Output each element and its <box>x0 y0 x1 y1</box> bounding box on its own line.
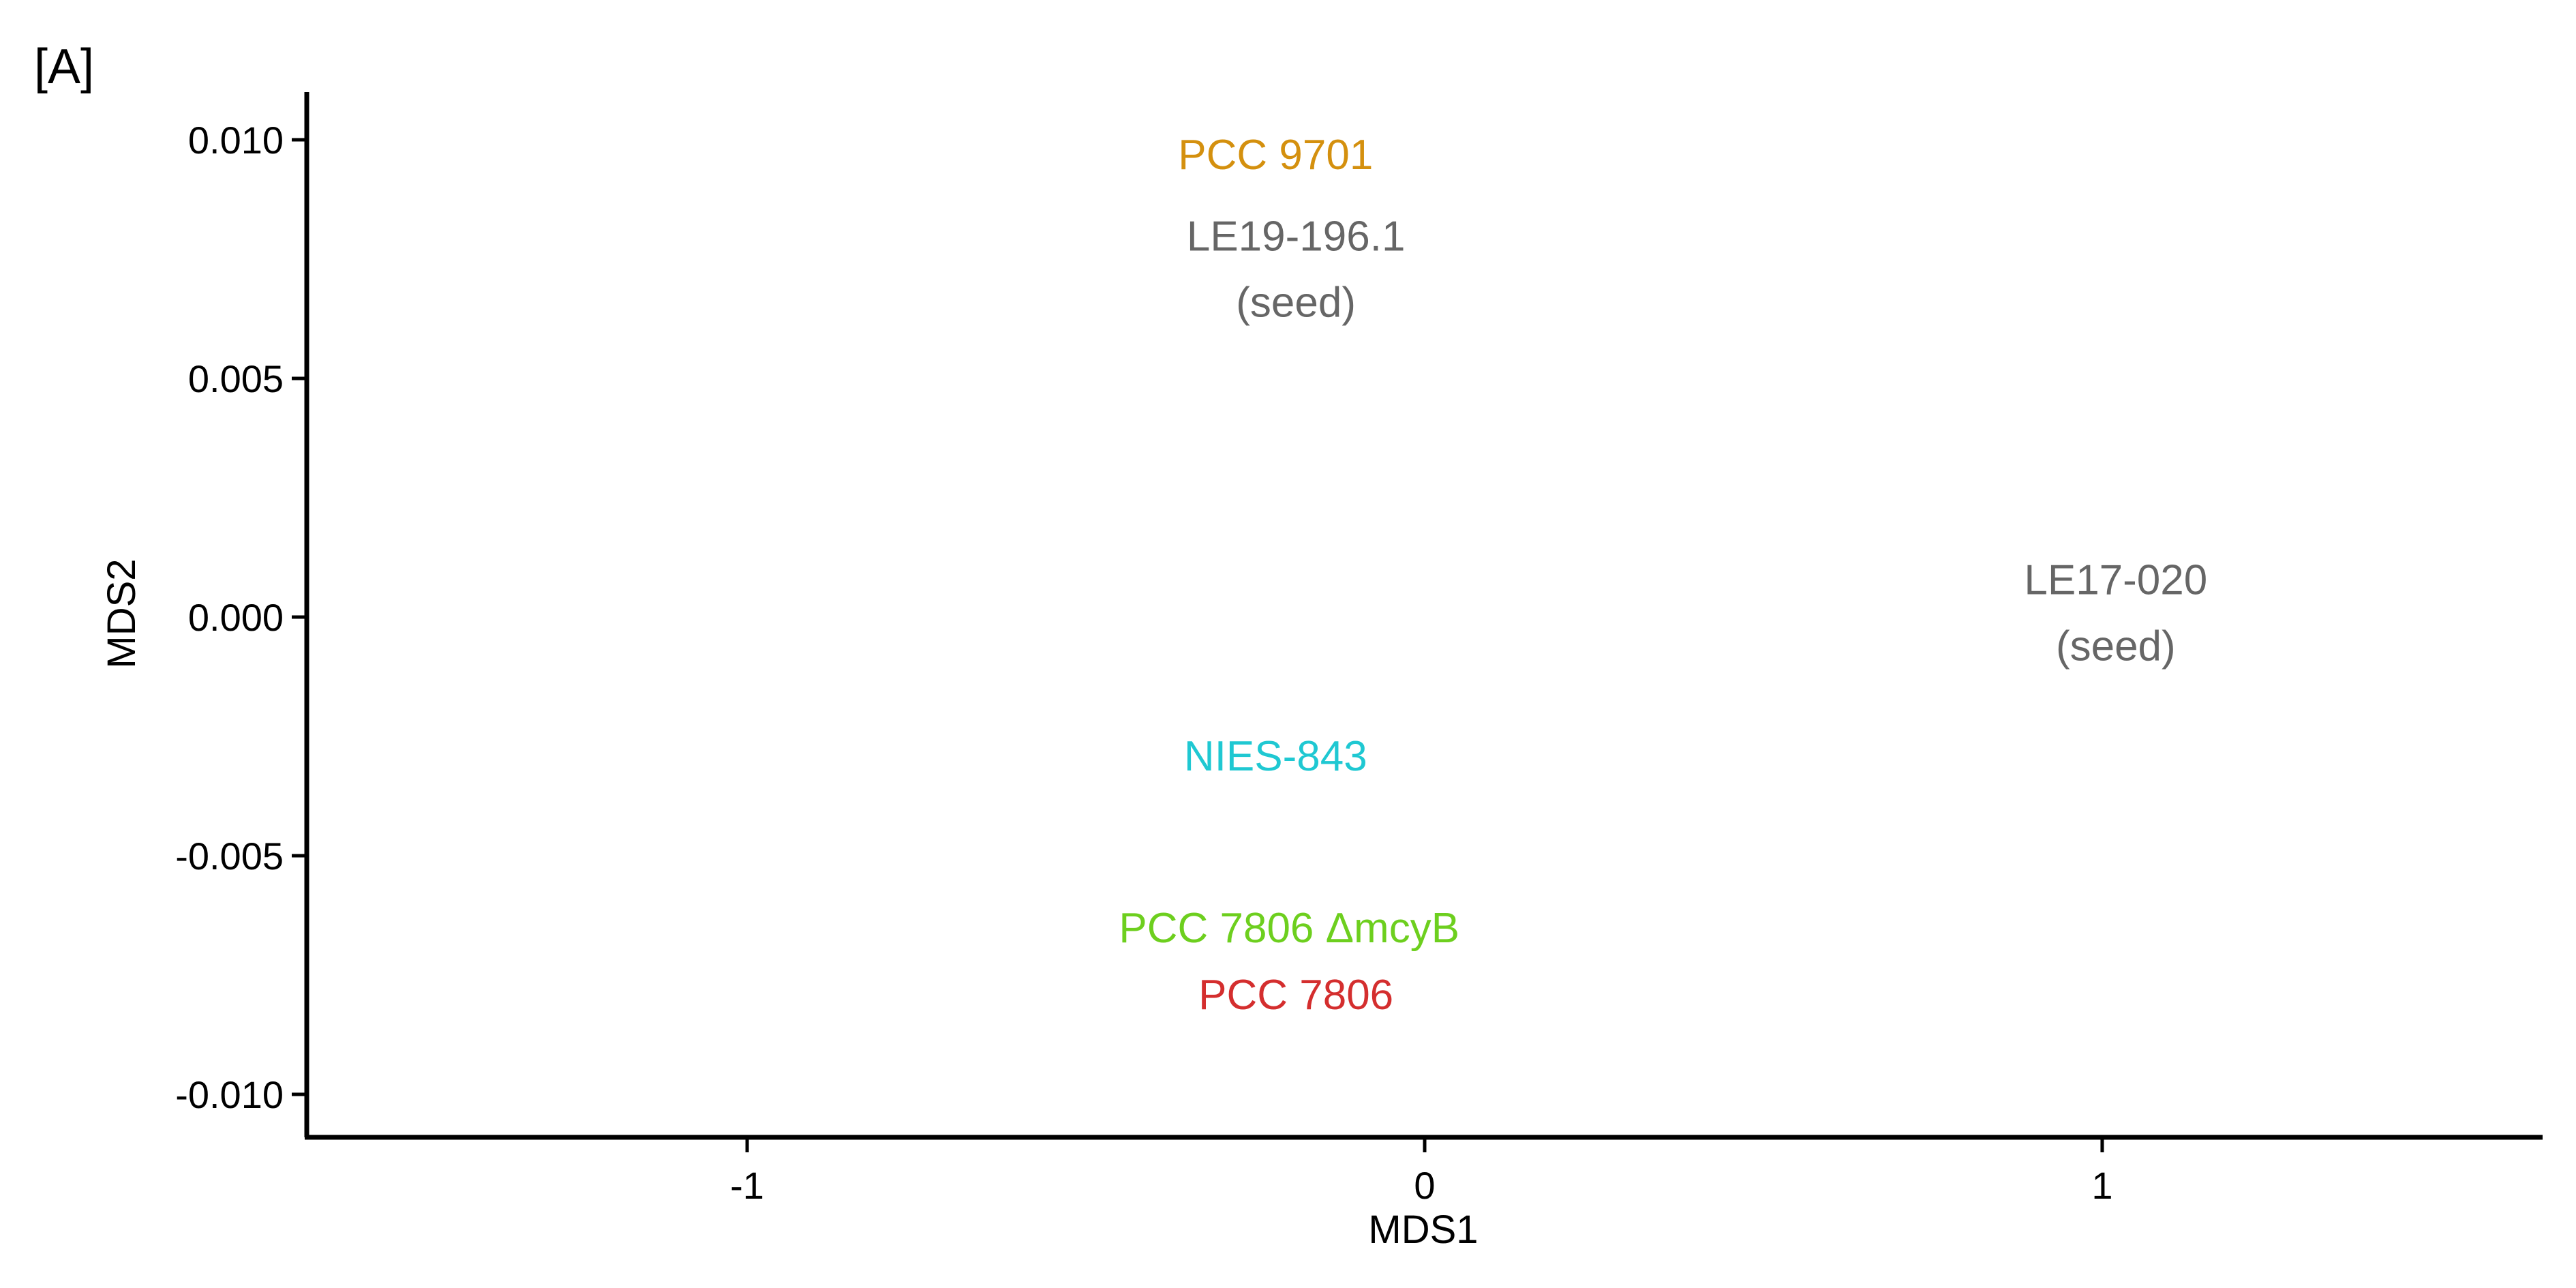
point-label-line: LE19-196.1 <box>1187 213 1406 260</box>
point-label: PCC 9701 <box>1178 132 1373 179</box>
x-tick-label: 0 <box>1414 1164 1435 1207</box>
point-label: LE17-020 (seed) <box>2024 557 2207 670</box>
point-label-line: LE17-020 <box>2024 557 2207 604</box>
point-label: LE19-196.1 (seed) <box>1187 213 1406 327</box>
point-label-line: (seed) <box>2056 623 2176 670</box>
point-label-line: PCC 9701 <box>1178 132 1373 179</box>
y-tick-label: 0.005 <box>188 357 284 400</box>
y-axis-title: MDS2 <box>100 558 144 668</box>
point-label: PCC 7806 ΔmcyB <box>1119 905 1459 952</box>
x-axis-title: MDS1 <box>1368 1208 1478 1252</box>
y-tick-label: 0.010 <box>188 119 284 162</box>
x-tick-label: 1 <box>2091 1164 2112 1207</box>
panel-label: [A] <box>34 40 94 94</box>
point-label: NIES-843 <box>1184 733 1367 780</box>
x-tick-label: -1 <box>730 1164 764 1207</box>
point-labels: PCC 9701 LE19-196.1 (seed) LE17-020 (seed) NI… <box>1119 132 2207 1019</box>
point-label-line: PCC 7806 ΔmcyB <box>1119 905 1459 952</box>
x-axis: -1 0 1 <box>305 1135 2543 1207</box>
y-tick-label: 0.000 <box>188 596 284 639</box>
point-label-line: PCC 7806 <box>1198 972 1393 1019</box>
y-axis: 0.010 0.005 0.000 -0.005 -0.010 <box>175 92 309 1137</box>
point-label: PCC 7806 <box>1198 972 1393 1019</box>
point-label-line: (seed) <box>1236 280 1356 327</box>
y-tick-label: -0.010 <box>175 1073 284 1116</box>
y-tick-label: -0.005 <box>175 835 284 878</box>
point-label-line: NIES-843 <box>1184 733 1367 780</box>
